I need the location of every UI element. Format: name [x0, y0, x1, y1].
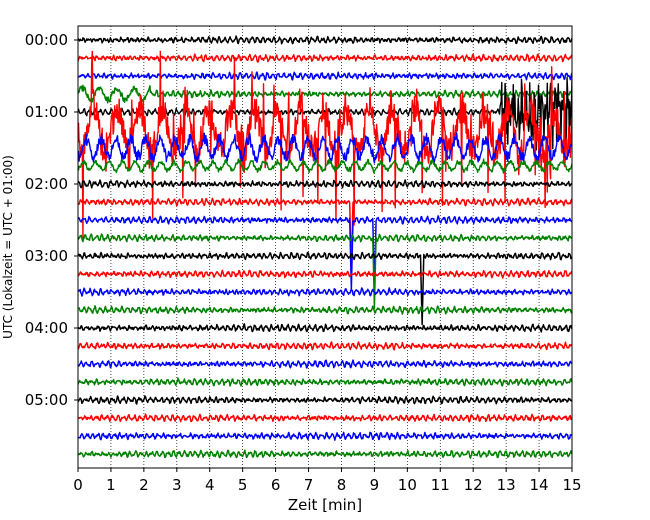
x-tick-label-6: 6 — [271, 476, 281, 494]
trace-row-3 — [78, 84, 572, 104]
y-tick-label-3: 03:00 — [25, 247, 68, 265]
trace-row-0 — [78, 35, 572, 45]
x-tick-label-13: 13 — [497, 476, 516, 494]
trace-row-2 — [78, 71, 572, 81]
x-tick-label-10: 10 — [398, 476, 417, 494]
y-tick-label-0: 00:00 — [25, 31, 68, 49]
trace-row-18 — [78, 359, 572, 369]
y-axis: 00:00 01:00 02:00 03:00 04:00 05:00 — [25, 31, 78, 409]
x-tick-label-4: 4 — [205, 476, 215, 494]
y-tick-label-4: 04:00 — [25, 319, 68, 337]
x-tick-label-11: 11 — [431, 476, 450, 494]
y-tick-label-2: 02:00 — [25, 175, 68, 193]
x-tick-label-12: 12 — [464, 476, 483, 494]
trace-row-11 — [78, 233, 572, 309]
trace-row-13 — [78, 269, 572, 279]
x-tick-label-15: 15 — [562, 476, 581, 494]
trace-row-6 — [78, 132, 572, 165]
x-tick-label-14: 14 — [530, 476, 549, 494]
trace-row-12 — [78, 251, 572, 326]
trace-row-19 — [78, 377, 572, 387]
trace-row-16 — [78, 323, 572, 333]
trace-row-22 — [78, 431, 572, 441]
x-tick-label-3: 3 — [172, 476, 182, 494]
trace-row-1 — [78, 53, 572, 63]
x-tick-label-2: 2 — [139, 476, 149, 494]
trace-group — [78, 35, 572, 459]
trace-row-14 — [78, 287, 572, 297]
trace-row-20 — [78, 395, 572, 405]
plot-frame — [77, 25, 573, 469]
y-tick-label-5: 05:00 — [25, 391, 68, 409]
trace-row-5 — [78, 50, 572, 239]
trace-row-15 — [78, 305, 572, 315]
x-tick-label-0: 0 — [73, 476, 83, 494]
x-tick-label-8: 8 — [337, 476, 347, 494]
x-axis: 0 1 2 3 4 5 6 7 8 9 10 11 12 13 14 15 — [73, 468, 582, 494]
x-tick-label-9: 9 — [370, 476, 380, 494]
trace-row-23 — [78, 449, 572, 459]
trace-row-8 — [78, 179, 572, 189]
x-axis-label: Zeit [min] — [288, 496, 362, 514]
x-tick-label-5: 5 — [238, 476, 248, 494]
trace-row-9 — [78, 197, 572, 273]
x-tick-label-7: 7 — [304, 476, 314, 494]
trace-row-21 — [78, 413, 572, 423]
y-axis-label: UTC (Lokalzeit = UTC + 01:00) — [1, 155, 15, 339]
x-tick-label-1: 1 — [106, 476, 116, 494]
trace-row-10 — [78, 215, 572, 292]
trace-row-7 — [78, 158, 572, 174]
y-tick-label-1: 01:00 — [25, 103, 68, 121]
trace-row-17 — [78, 341, 572, 351]
